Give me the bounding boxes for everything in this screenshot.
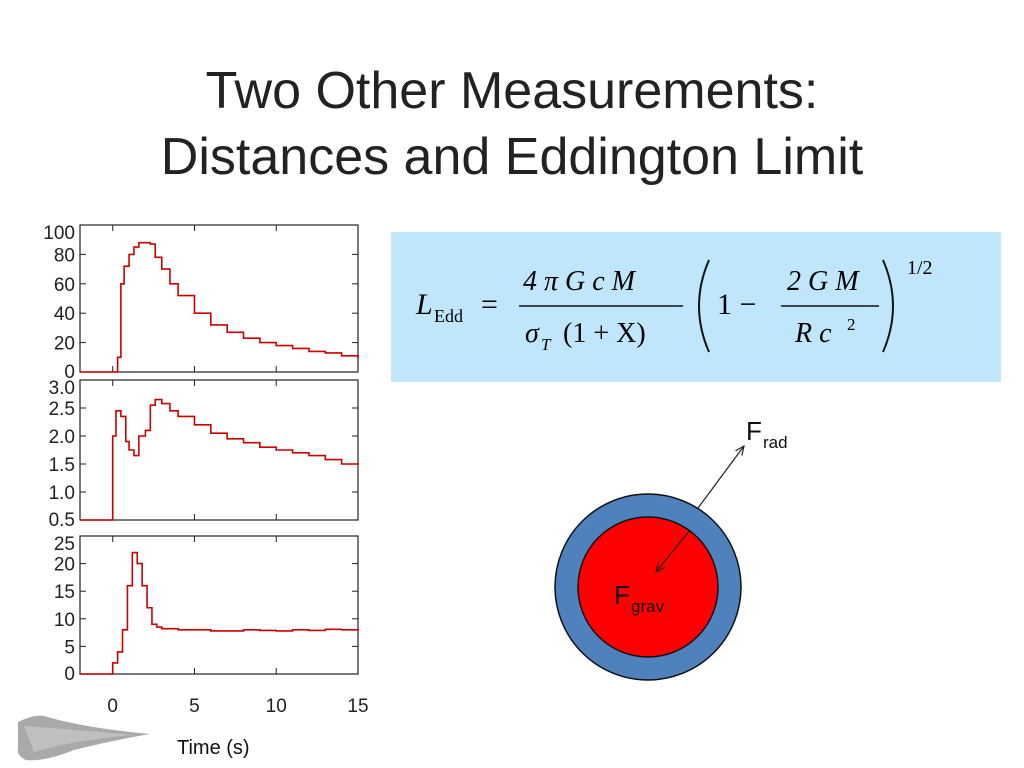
x-tick-label: 5 — [189, 696, 200, 717]
y-tick-label: 100 — [43, 223, 75, 244]
y-tick-label: 1.0 — [49, 483, 75, 504]
series-line-1 — [80, 241, 359, 373]
light-curve-plots: 1008060402003.02.52.01.51.00.52520151050… — [43, 223, 368, 717]
formula-inner-numerator: 2 G M — [787, 266, 860, 297]
x-tick-label: 15 — [347, 696, 368, 717]
y-tick-label: 25 — [54, 534, 75, 555]
y-tick-label: 20 — [54, 555, 75, 576]
logo-swoosh-icon — [17, 715, 150, 761]
formula-inner-denominator-exponent: 2 — [847, 315, 856, 334]
y-tick-label: 2.0 — [49, 427, 75, 448]
formula-inner-denominator: R c — [794, 318, 832, 349]
y-tick-label: 1.5 — [49, 455, 75, 476]
y-tick-label: 15 — [54, 582, 75, 603]
x-tick-label: 0 — [107, 696, 118, 717]
formula-denominator-sigma: σ — [525, 318, 540, 349]
y-tick-label: 20 — [54, 334, 75, 355]
formula-numerator: 4 π G c M — [523, 266, 637, 297]
y-tick-label: 10 — [54, 610, 75, 631]
eddington-formula: L Edd = 4 π G c M σ T (1 + X) 1 − 2 G M … — [415, 257, 933, 354]
series-line-2 — [80, 398, 359, 521]
force-diagram: F rad F grav — [554, 416, 788, 681]
formula-inner-one: 1 − — [717, 288, 756, 321]
slide-title: Two Other Measurements: Distances and Ed… — [0, 58, 1024, 190]
f-grav-subscript: grav — [631, 597, 665, 616]
formula-equals: = — [481, 288, 498, 321]
formula-left-paren — [698, 259, 710, 353]
series-line-3 — [80, 551, 359, 675]
y-tick-label: 3.0 — [49, 378, 75, 399]
y-tick-label: 80 — [54, 245, 75, 266]
plot-frame-2 — [79, 379, 359, 521]
x-tick-label: 10 — [266, 696, 287, 717]
f-grav-arrow — [656, 529, 691, 572]
y-tick-label: 0 — [64, 362, 75, 383]
formula-lhs-subscript: Edd — [434, 306, 463, 326]
formula-exponent: 1/2 — [907, 257, 933, 279]
f-grav-label: F — [614, 580, 630, 610]
formula-denominator-subscript: T — [541, 335, 552, 354]
inner-core-circle — [577, 516, 719, 658]
formula-right-paren — [882, 259, 894, 353]
title-line-2: Distances and Eddington Limit — [160, 128, 864, 186]
f-rad-label: F — [746, 416, 762, 446]
y-tick-label: 5 — [64, 637, 75, 658]
y-tick-label: 0 — [64, 664, 75, 685]
formula-denominator-rest: (1 + X) — [563, 318, 646, 349]
y-tick-label: 60 — [54, 275, 75, 296]
plot-frame-1 — [79, 224, 359, 373]
title-line-1: Two Other Measurements: — [205, 62, 819, 120]
formula-lhs-symbol: L — [415, 288, 433, 321]
x-axis-label: Time (s) — [177, 737, 250, 759]
y-tick-label: 2.5 — [49, 399, 75, 420]
y-tick-label: 40 — [54, 304, 75, 325]
f-rad-arrow — [697, 446, 744, 509]
f-rad-subscript: rad — [763, 433, 788, 452]
y-tick-label: 0.5 — [49, 510, 75, 531]
eddington-formula-box: L Edd = 4 π G c M σ T (1 + X) 1 − 2 G M … — [391, 232, 1001, 382]
plot-frame-3 — [79, 535, 359, 675]
